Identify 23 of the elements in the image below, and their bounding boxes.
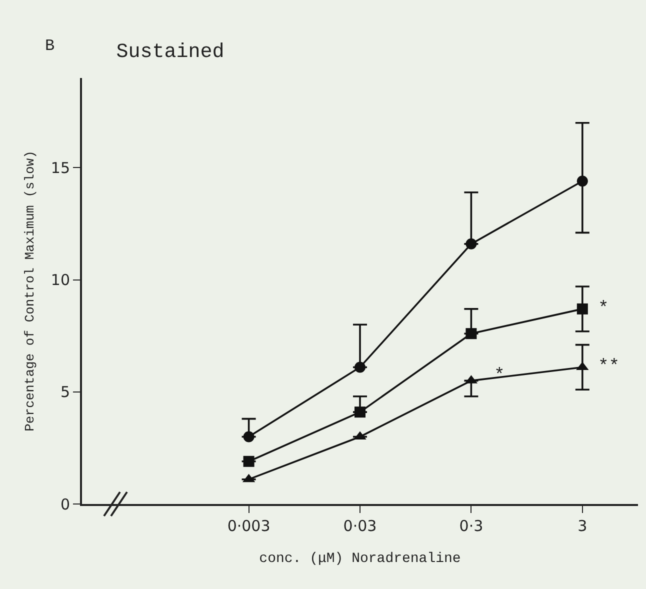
point [466, 328, 477, 340]
x-tick-label: 0·3 [459, 517, 484, 535]
y-tick-label: 0 [60, 495, 70, 514]
chart-title: Sustained [116, 41, 224, 64]
x-tick-label: 0·03 [343, 517, 377, 535]
point [576, 303, 588, 314]
point [243, 431, 254, 442]
annotation: * [494, 366, 505, 386]
point [354, 362, 366, 373]
point [243, 456, 254, 467]
y-tick-label: 15 [50, 158, 70, 177]
point [576, 176, 588, 187]
y-tick-label: 5 [60, 383, 70, 402]
annotation: * [598, 299, 609, 319]
point [466, 238, 477, 250]
x-tick-label: 0·003 [227, 517, 270, 535]
x-tick-label: 3 [578, 517, 588, 535]
point [354, 406, 366, 418]
annotation: ** [598, 357, 620, 377]
y-tick-label: 10 [50, 271, 70, 290]
text: B [45, 37, 55, 55]
y-axis-title: Percentage of Control Maximum (slow) [22, 150, 38, 432]
x-axis-title: conc. (μM) Noradrenaline [259, 550, 461, 567]
